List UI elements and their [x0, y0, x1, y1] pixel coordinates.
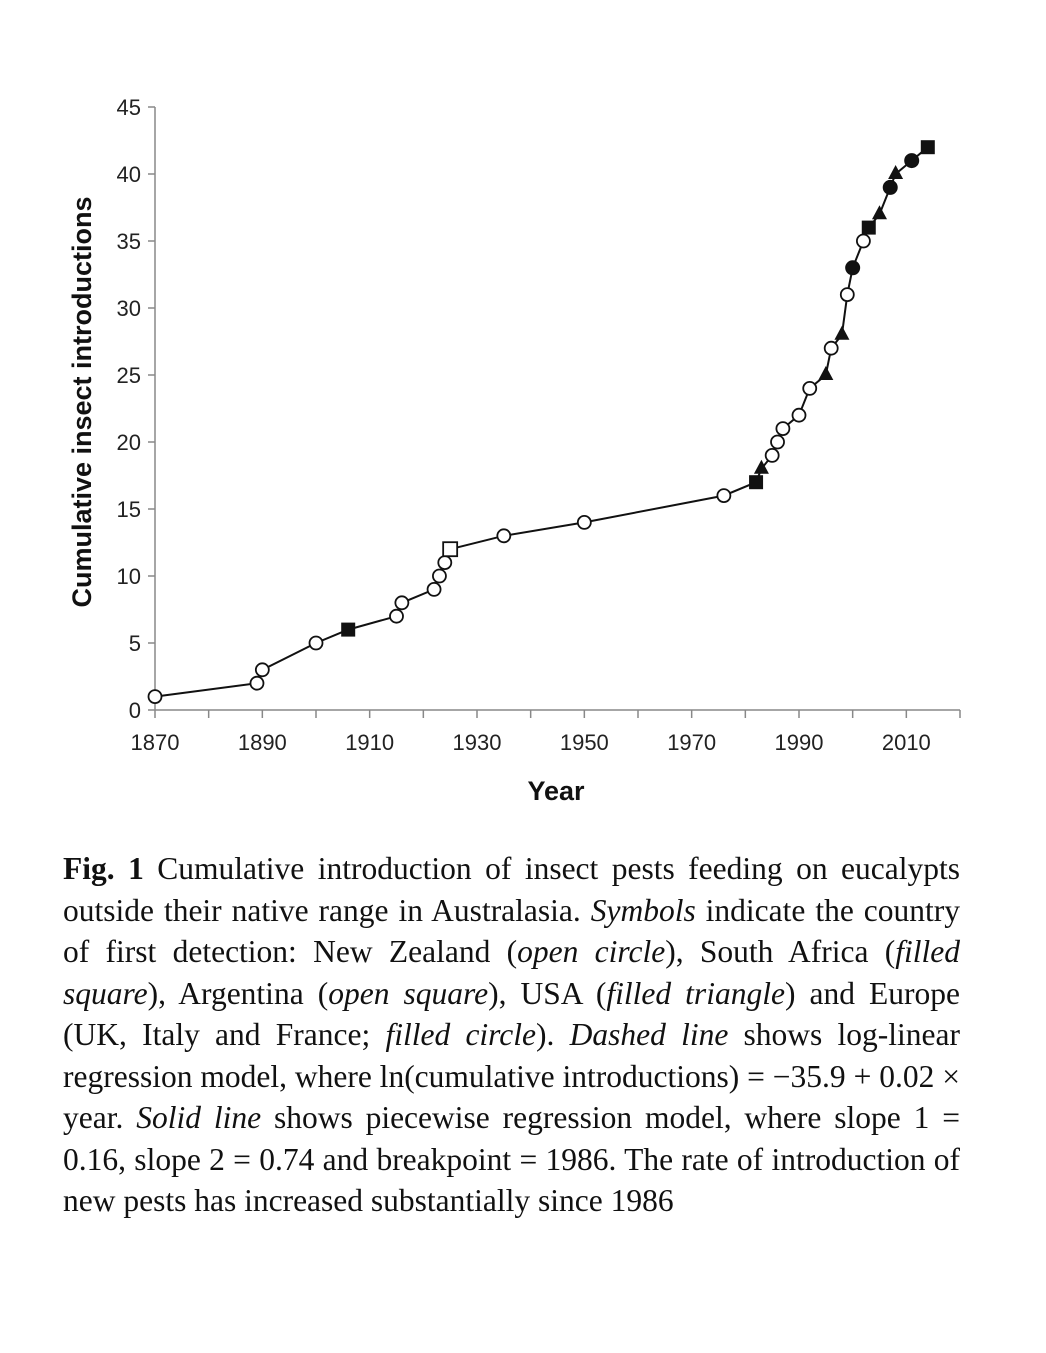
caption-text: ), South Africa ( — [665, 934, 896, 969]
open-square-marker — [442, 541, 459, 558]
caption-italic: Symbols — [590, 892, 696, 928]
filled-circle-marker — [845, 260, 861, 276]
y-tick-label: 40 — [117, 162, 141, 187]
open-circle-marker — [823, 340, 839, 356]
caption-text: ). — [535, 1017, 570, 1052]
x-tick-label: 1950 — [560, 730, 609, 755]
filled-triangle-marker — [834, 325, 850, 340]
open-circle-marker — [839, 287, 855, 303]
open-circle-marker — [770, 434, 785, 450]
open-circle-marker — [716, 488, 732, 504]
series-line — [154, 146, 929, 698]
figure-caption: Fig. 1 Cumulative introduction of insect… — [63, 848, 960, 1222]
filled-circle-marker — [882, 179, 898, 195]
open-circle-marker — [394, 595, 410, 611]
open-circle-marker — [254, 662, 270, 678]
y-tick-label: 20 — [117, 430, 141, 455]
figure-label: Fig. 1 — [63, 851, 144, 886]
caption-text: indicate the country of first detection:… — [63, 892, 960, 970]
open-circle-marker — [308, 635, 324, 651]
chart-ticks: 0 5 10 15 20 25 30 35 40 45 1870 1890 1910 1930 1950 19… — [117, 95, 961, 755]
y-tick-label: 45 — [117, 95, 141, 120]
y-axis-title: Cumulative insect introductions — [67, 196, 97, 607]
caption-italic: Dashed line — [569, 1017, 729, 1052]
x-tick-label: 1990 — [775, 730, 824, 755]
caption-text: ) and Europe (UK, Italy and France; — [63, 975, 960, 1053]
open-circle-marker — [791, 407, 807, 423]
caption-italic: open square — [328, 975, 489, 1011]
caption-text: ), USA ( — [488, 975, 607, 1011]
open-circle-marker — [147, 689, 163, 704]
caption-italic: filled circle — [385, 1017, 536, 1052]
caption-text: shows log-linear regression model, where… — [63, 1017, 960, 1135]
open-circle-marker — [802, 380, 818, 396]
open-circle-marker — [856, 233, 871, 249]
caption-italic: filled square — [63, 934, 960, 1011]
filled-triangle-marker — [888, 165, 904, 179]
filled-square-marker — [920, 140, 935, 155]
open-circle-marker — [496, 528, 512, 544]
filled-square-marker — [341, 622, 356, 637]
x-tick-label: 2010 — [882, 730, 931, 755]
x-tick-label: 1890 — [238, 730, 287, 755]
filled-square-marker — [749, 475, 764, 490]
x-axis-title: Year — [527, 776, 585, 806]
open-circle-marker — [432, 568, 447, 584]
series-markers — [147, 140, 935, 704]
caption-text: shows piecewise regression model, where … — [63, 1100, 960, 1218]
caption-italic: filled triangle — [606, 975, 785, 1011]
filled-square-marker — [861, 220, 876, 235]
open-circle-marker — [426, 582, 442, 597]
filled-circle-marker — [904, 153, 920, 169]
x-tick-label: 1930 — [453, 730, 502, 755]
x-tick-label: 1910 — [345, 730, 394, 755]
y-tick-label: 5 — [129, 631, 141, 656]
open-circle-marker — [389, 608, 404, 624]
x-tick-label: 1970 — [667, 730, 716, 755]
open-circle-marker — [576, 515, 592, 530]
y-tick-label: 0 — [129, 698, 141, 723]
open-circle-marker — [437, 555, 453, 570]
y-tick-label: 15 — [117, 497, 141, 522]
x-tick-label: 1870 — [131, 730, 180, 755]
caption-italic: Solid line — [136, 1100, 262, 1135]
chart-axes — [154, 107, 960, 711]
caption-text: Cumulative introduction of insect pests … — [63, 851, 960, 928]
open-circle-marker — [249, 675, 265, 691]
open-circle-marker — [764, 447, 780, 463]
cumulative-introductions-chart: 0 5 10 15 20 25 30 35 40 45 1870 1890 1910 1930 1950 19… — [67, 95, 961, 806]
filled-triangle-marker — [872, 205, 887, 220]
open-circle-marker — [775, 421, 791, 437]
filled-triangle-marker — [753, 459, 769, 474]
y-tick-label: 10 — [117, 564, 141, 589]
y-tick-label: 30 — [117, 296, 141, 321]
filled-triangle-marker — [818, 366, 834, 380]
caption-italic: open circle — [517, 934, 666, 969]
caption-text: ), Argentina ( — [147, 975, 329, 1011]
y-tick-label: 25 — [117, 363, 141, 388]
y-tick-label: 35 — [117, 229, 141, 254]
